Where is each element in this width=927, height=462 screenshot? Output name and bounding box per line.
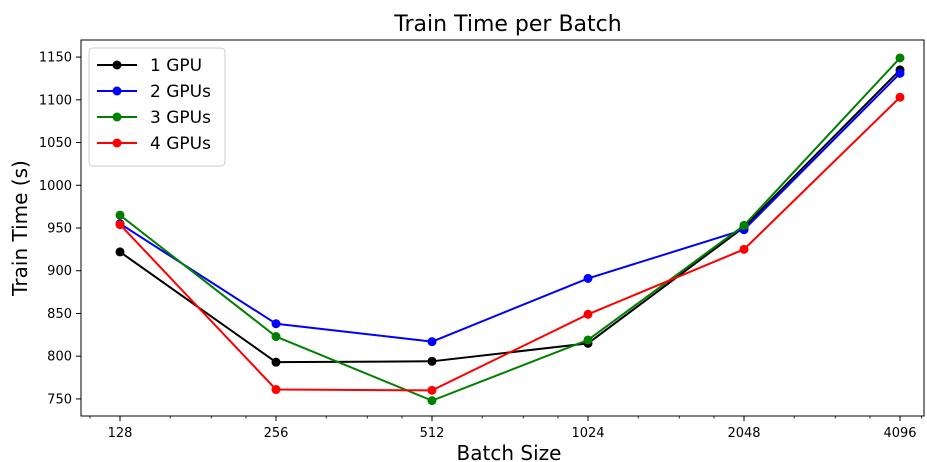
data-point <box>427 396 437 406</box>
legend-marker <box>112 138 122 148</box>
y-tick-label: 1050 <box>39 136 72 151</box>
y-axis-title: Train Time (s) <box>8 160 32 297</box>
axes: 750 800 850 900 950 1000 1050 1100 1150 128 256 512… <box>39 39 925 441</box>
y-tick-label: 750 <box>47 392 72 407</box>
legend-item: 3 GPUs <box>97 108 211 128</box>
data-point <box>427 337 437 347</box>
x-tick-label: 256 <box>264 426 289 441</box>
series-3 <box>115 53 905 406</box>
x-axis-title: Batch Size <box>457 441 562 462</box>
series-4 <box>115 92 905 395</box>
data-point <box>115 247 125 257</box>
series-line <box>119 57 901 402</box>
y-tick-label: 1100 <box>39 93 72 108</box>
series-line <box>119 72 901 343</box>
y-tick-label: 1000 <box>39 179 72 194</box>
legend-marker <box>112 86 122 96</box>
data-point <box>739 244 749 254</box>
legend-item: 4 GPUs <box>97 134 211 154</box>
series-1 <box>115 65 905 367</box>
legend: 1 GPU 2 GPUs 3 GPUs 4 GPUs <box>88 47 226 167</box>
y-tick-label: 850 <box>47 307 72 322</box>
data-point <box>115 220 125 230</box>
x-tick-label: 512 <box>420 426 445 441</box>
data-point <box>895 53 905 63</box>
data-point <box>895 92 905 102</box>
data-point <box>271 332 281 342</box>
data-point <box>583 309 593 319</box>
x-tick-label: 128 <box>108 426 133 441</box>
y-tick-label: 900 <box>47 264 72 279</box>
data-point <box>895 68 905 78</box>
data-point <box>583 273 593 283</box>
y-tick-label: 1150 <box>39 51 72 66</box>
legend-label: 3 GPUs <box>150 108 211 128</box>
data-point <box>427 385 437 395</box>
legend-item: 2 GPUs <box>97 82 211 102</box>
data-point <box>583 335 593 345</box>
legend-box <box>88 47 226 167</box>
legend-item: 1 GPU <box>97 56 202 76</box>
chart-title: Train Time per Batch <box>393 12 621 37</box>
y-tick-label: 950 <box>47 222 72 237</box>
x-tick-label: 1024 <box>571 426 604 441</box>
series-group <box>115 53 905 406</box>
series-line <box>119 69 901 364</box>
y-tick-label: 800 <box>47 350 72 365</box>
data-point <box>271 385 281 395</box>
legend-label: 2 GPUs <box>150 82 211 102</box>
x-tick-label: 2048 <box>727 426 760 441</box>
data-point <box>271 319 281 329</box>
x-tick-label: 4096 <box>883 426 916 441</box>
legend-marker <box>112 112 122 122</box>
series-line <box>119 96 901 392</box>
data-point <box>427 356 437 366</box>
data-point <box>271 357 281 367</box>
legend-marker <box>112 60 122 70</box>
data-point <box>115 210 125 220</box>
legend-label: 1 GPU <box>150 56 202 76</box>
data-point <box>739 220 749 230</box>
legend-label: 4 GPUs <box>150 134 211 154</box>
